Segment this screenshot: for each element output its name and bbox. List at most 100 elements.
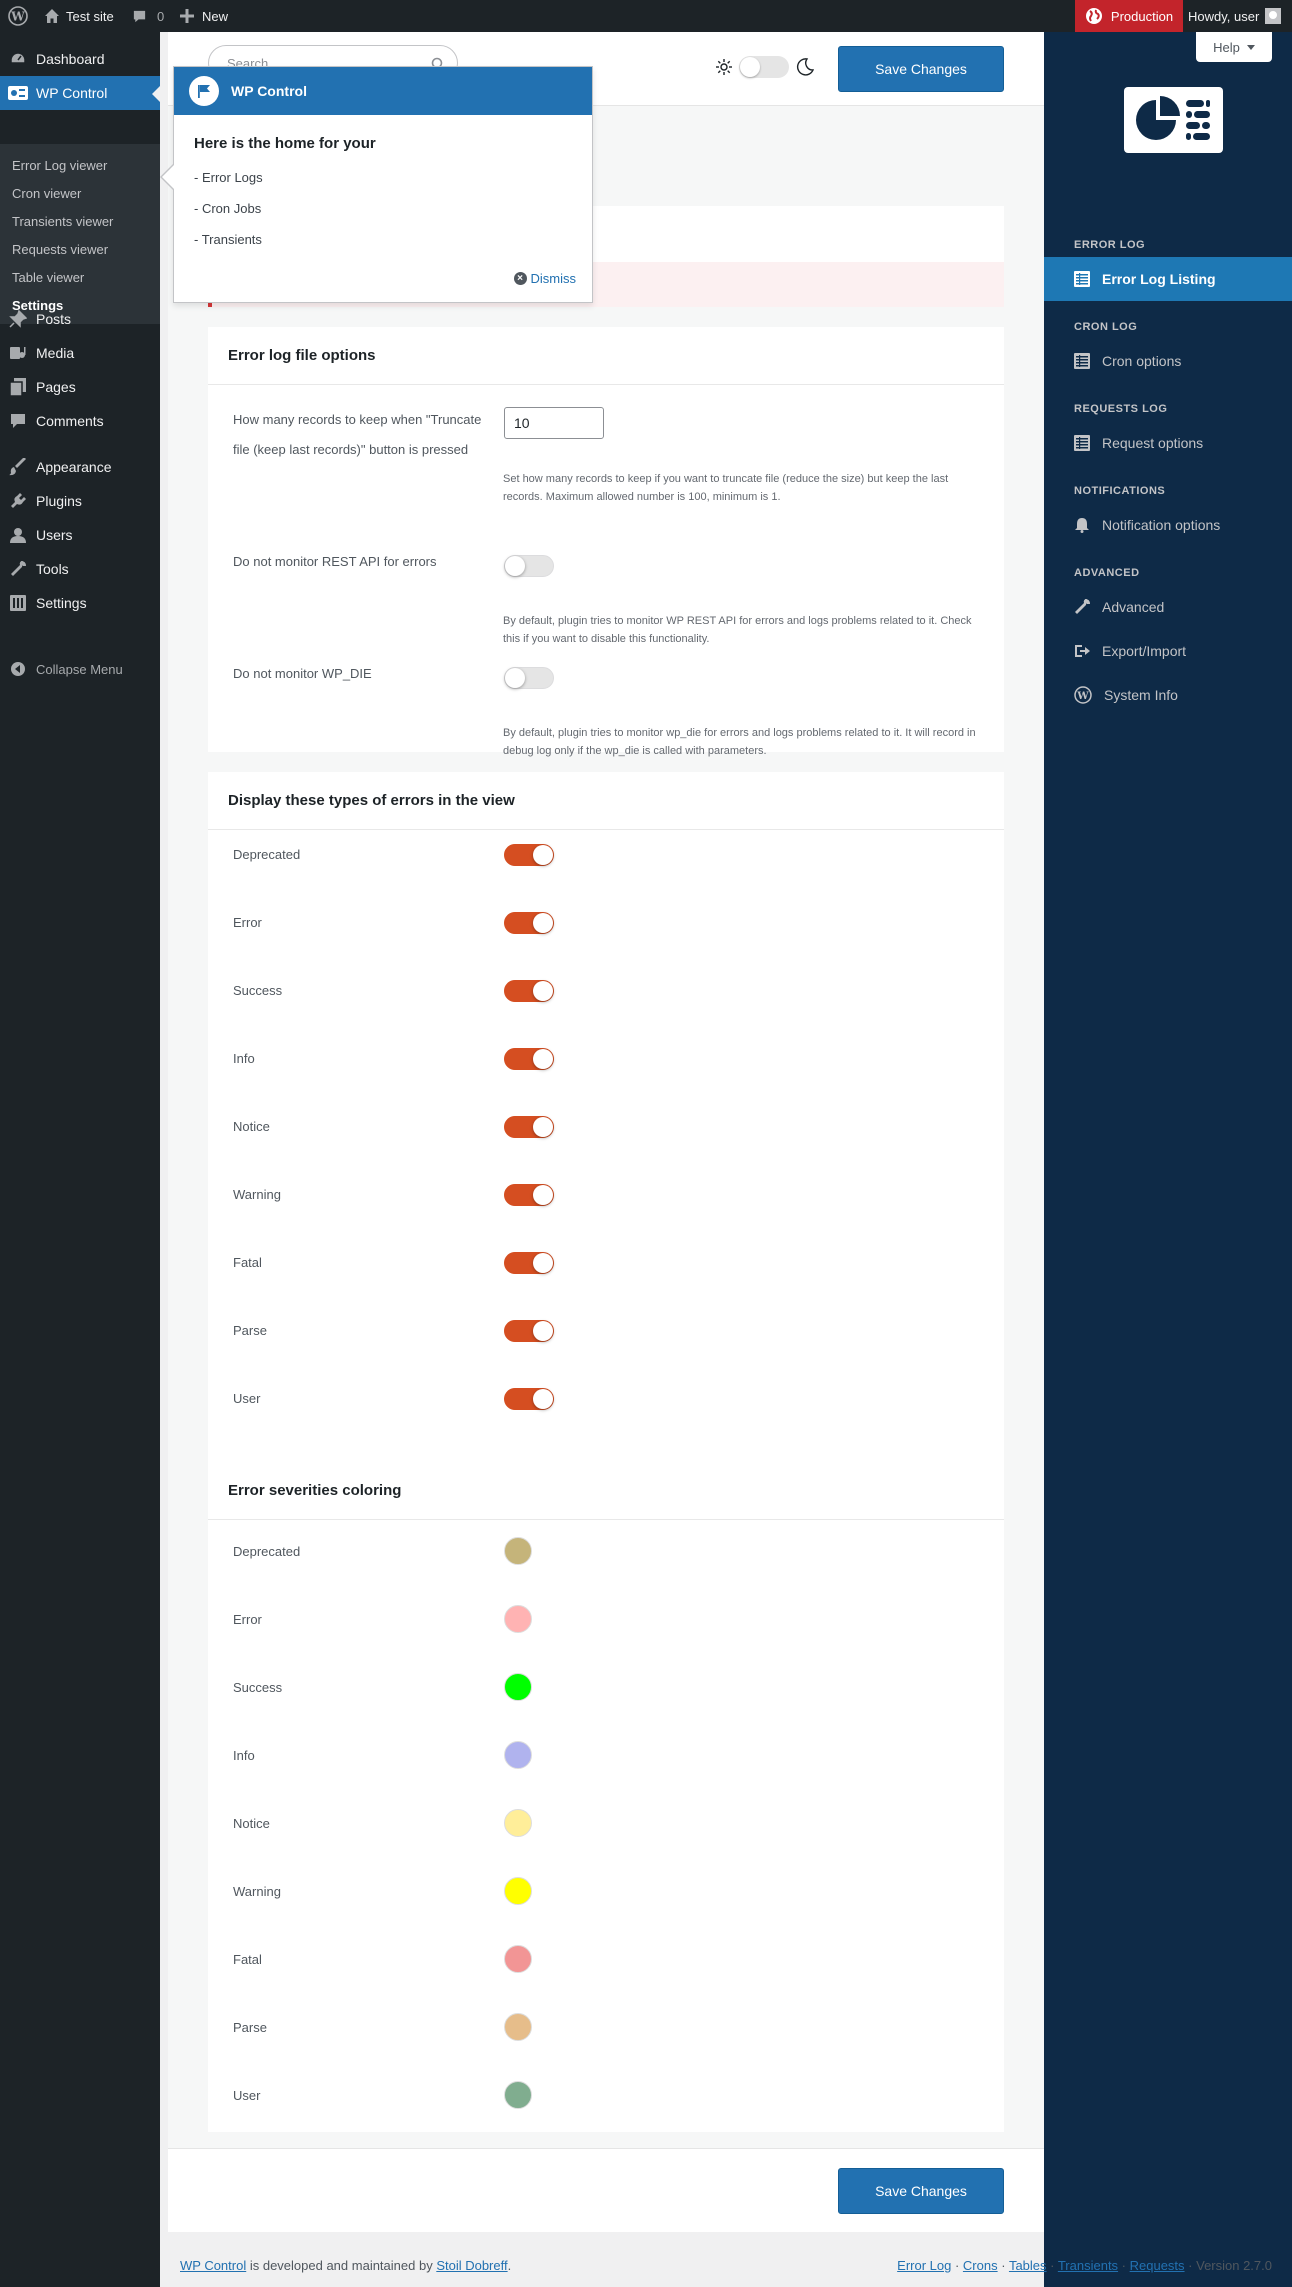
records-to-keep-input[interactable]: 10 [504, 407, 604, 439]
type-label-notice: Notice [233, 1119, 270, 1134]
footer-link-tables[interactable]: Tables [1008, 2258, 1047, 2273]
type-label-success: Success [233, 983, 283, 998]
footer-link-crons[interactable]: Crons [962, 2258, 998, 2273]
menu-item-users[interactable]: Users [0, 518, 160, 552]
menu-item-comments[interactable]: Comments [0, 404, 160, 438]
menu-item-appearance[interactable]: Appearance [0, 450, 160, 484]
comments-link[interactable]: 0 [132, 0, 164, 32]
save-changes-button[interactable]: Save Changes [838, 46, 1004, 92]
dismiss-label: Dismiss [530, 271, 577, 286]
theme-switcher[interactable] [716, 56, 814, 78]
color-swatch-fatal[interactable] [504, 1945, 532, 1973]
toggle-parse[interactable] [504, 1320, 554, 1342]
footer-link-requests[interactable]: Requests [1129, 2258, 1185, 2273]
section-heading-cron-log: CRON LOG [1074, 321, 1138, 333]
section-heading-requests-log: REQUESTS LOG [1074, 403, 1168, 415]
user-icon [10, 528, 26, 543]
nav-advanced[interactable]: Advanced [1044, 585, 1292, 629]
pointer-line-transients: - Transients [194, 232, 262, 247]
type-label-user: User [233, 1391, 261, 1406]
color-swatch-success[interactable] [504, 1673, 532, 1701]
type-label-error: Error [233, 915, 262, 930]
dashboard-gauge-icon [10, 52, 26, 64]
menu-item-tools[interactable]: Tools [0, 552, 160, 586]
environment-badge[interactable]: Production [1075, 0, 1183, 32]
nav-cron-options[interactable]: Cron options [1044, 339, 1292, 383]
color-swatch-deprecated[interactable] [504, 1537, 532, 1565]
footer-link-error-log[interactable]: Error Log [897, 2258, 952, 2273]
footer-link-transients[interactable]: Transients [1057, 2258, 1119, 2273]
color-label-fatal: Fatal [233, 1952, 262, 1967]
nav-export-import[interactable]: Export/Import [1044, 629, 1292, 673]
submenu-requests-viewer[interactable]: Requests viewer [12, 242, 109, 257]
wp-control-logo [1124, 87, 1223, 153]
menu-item-dashboard[interactable]: Dashboard [0, 42, 160, 76]
toggle-warning[interactable] [504, 1184, 554, 1206]
color-label-success: Success [233, 1680, 283, 1695]
submenu-table-viewer[interactable]: Table viewer [12, 270, 85, 285]
footer-author-link[interactable]: Stoil Dobreff [436, 2258, 508, 2273]
toggle-fatal[interactable] [504, 1252, 554, 1274]
color-swatch-info[interactable] [504, 1741, 532, 1769]
color-swatch-error[interactable] [504, 1605, 532, 1633]
comments-icon [11, 414, 25, 428]
color-label-warning: Warning [233, 1884, 281, 1899]
moon-icon [796, 58, 814, 76]
nav-system-info[interactable]: W System Info [1044, 673, 1292, 717]
toggle-error[interactable] [504, 912, 554, 934]
collapse-menu-button[interactable]: Collapse Menu [0, 654, 160, 684]
toggle-info[interactable] [504, 1048, 554, 1070]
site-name-link[interactable]: Test site [44, 0, 114, 32]
new-label: New [202, 8, 229, 24]
table-list-icon [1074, 435, 1090, 451]
nav-error-log-listing[interactable]: Error Log Listing [1044, 257, 1292, 301]
color-label-info: Info [233, 1748, 255, 1763]
color-swatch-warning[interactable] [504, 1877, 532, 1905]
footer-plugin-link[interactable]: WP Control [180, 2258, 247, 2273]
pushpin-icon [9, 310, 27, 328]
save-changes-button-bottom[interactable]: Save Changes [838, 2168, 1004, 2214]
type-label-deprecated: Deprecated [233, 847, 301, 862]
wordpress-logo-icon[interactable]: W [8, 0, 28, 32]
menu-item-media[interactable]: Media [0, 336, 160, 370]
records-description: Set how many records to keep if you want… [503, 473, 949, 503]
color-swatch-parse[interactable] [504, 2013, 532, 2041]
toggle-success[interactable] [504, 980, 554, 1002]
menu-item-settings[interactable]: Settings [0, 586, 160, 620]
nav-label: Error Log Listing [1102, 271, 1216, 287]
help-label: Help [1213, 39, 1240, 55]
nav-notification-options[interactable]: Notification options [1044, 503, 1292, 547]
toggle-deprecated[interactable] [504, 844, 554, 866]
wp-die-toggle[interactable] [504, 667, 554, 689]
rest-api-toggle[interactable] [504, 555, 554, 577]
collapse-arrow-icon [11, 662, 25, 676]
avatar [1265, 8, 1282, 24]
help-button[interactable]: Help [1196, 32, 1272, 62]
new-content-link[interactable]: New [180, 0, 228, 32]
toggle-notice[interactable] [504, 1116, 554, 1138]
menu-label: Appearance [36, 459, 112, 475]
pointer-header-title: WP Control [231, 83, 307, 99]
nav-label: System Info [1104, 687, 1178, 703]
color-label-user: User [233, 2088, 261, 2103]
color-swatch-notice[interactable] [504, 1809, 532, 1837]
user-account-menu[interactable]: Howdy, user [1188, 0, 1282, 32]
toggle-user[interactable] [504, 1388, 554, 1410]
submenu-error-log-viewer[interactable]: Error Log viewer [12, 158, 108, 173]
main-content: Search Save Changes Error log file optio… [168, 32, 1044, 2232]
nav-label: Advanced [1102, 599, 1165, 615]
submenu-cron-viewer[interactable]: Cron viewer [12, 186, 82, 201]
wp-die-description: By default, plugin tries to monitor wp_d… [503, 727, 976, 757]
menu-item-plugins[interactable]: Plugins [0, 484, 160, 518]
color-swatch-user[interactable] [504, 2081, 532, 2109]
theme-toggle-switch[interactable] [739, 56, 789, 78]
wordpress-icon: W [1074, 686, 1092, 704]
submenu-transients-viewer[interactable]: Transients viewer [12, 214, 114, 229]
menu-item-posts[interactable]: Posts [0, 302, 160, 336]
nav-request-options[interactable]: Request options [1044, 421, 1292, 465]
submenu-settings[interactable]: Settings [12, 298, 64, 313]
menu-item-pages[interactable]: Pages [0, 370, 160, 404]
dismiss-link[interactable]: × Dismiss [513, 271, 577, 286]
nav-label: Notification options [1102, 517, 1221, 533]
menu-item-wp-control[interactable]: WP Control [0, 76, 160, 110]
